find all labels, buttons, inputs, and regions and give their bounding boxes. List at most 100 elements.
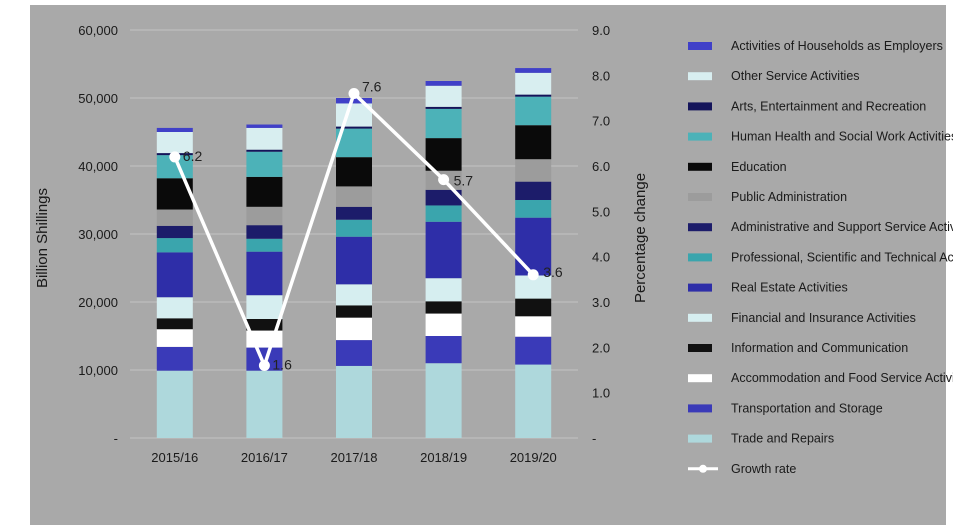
bar-segment xyxy=(156,132,193,154)
bar-segment xyxy=(336,126,372,129)
bar-segment xyxy=(156,155,193,179)
left-tick-label: 20,000 xyxy=(78,295,118,310)
legend-label: Administrative and Support Service Activ… xyxy=(731,220,953,234)
legend-swatch xyxy=(688,434,712,443)
legend-swatch xyxy=(688,162,712,171)
bar-segment xyxy=(425,189,462,206)
right-tick-label: - xyxy=(592,431,596,446)
right-tick-label: 9.0 xyxy=(592,23,610,38)
bar-segment xyxy=(156,209,193,226)
growth-rate-label: 3.6 xyxy=(543,264,563,280)
bar-segment xyxy=(156,127,193,132)
x-tick-label: 2017/18 xyxy=(331,450,378,465)
legend-label: Trade and Repairs xyxy=(731,432,834,446)
legend-swatch xyxy=(688,283,712,292)
growth-rate-line xyxy=(169,87,539,371)
x-tick-label: 2019/20 xyxy=(510,450,557,465)
bar-segment xyxy=(515,94,552,97)
bar-segment xyxy=(425,221,462,279)
bar-segment xyxy=(246,319,283,331)
bar-segment xyxy=(515,336,552,365)
growth-rate-point xyxy=(438,174,450,186)
growth-rate-label: 7.6 xyxy=(362,78,382,94)
legend-swatch xyxy=(688,344,712,352)
bar-segment xyxy=(515,125,552,160)
left-tick-label: 40,000 xyxy=(78,159,118,174)
bar-segment xyxy=(425,301,462,314)
legend-swatch xyxy=(688,374,712,383)
x-tick-label: 2015/16 xyxy=(151,450,198,465)
bar-segment xyxy=(336,98,372,104)
bar-segment xyxy=(246,176,283,207)
legend-swatch xyxy=(688,132,712,141)
bar-segment xyxy=(515,96,552,126)
stacked-bars xyxy=(156,68,552,438)
bar-segment xyxy=(156,370,193,438)
legend-label: Professional, Scientific and Technical A… xyxy=(731,250,953,264)
bar-segment xyxy=(425,313,462,336)
bar-segment xyxy=(156,225,193,239)
legend-swatch xyxy=(688,253,712,262)
growth-rate-labels: 6.2 1.6 7.6 5.7 3.6 xyxy=(183,78,563,372)
growth-rate-point xyxy=(527,269,539,281)
bar-segment xyxy=(425,106,462,109)
left-tick-label: 60,000 xyxy=(78,23,118,38)
legend-label: Information and Communication xyxy=(731,341,908,355)
bar-segment xyxy=(156,346,193,371)
growth-rate-point xyxy=(258,359,270,371)
left-tick-label: 50,000 xyxy=(78,91,118,106)
right-tick-label: 2.0 xyxy=(592,340,610,355)
bar-segment xyxy=(336,157,372,187)
legend-swatch xyxy=(688,42,712,50)
bar-segment xyxy=(336,206,372,220)
legend-marker xyxy=(699,464,707,473)
bar-segment xyxy=(246,127,283,150)
right-tick-label: 4.0 xyxy=(592,250,610,265)
bar-segment xyxy=(246,238,283,252)
bar-segment xyxy=(425,81,462,86)
bar-segment xyxy=(246,206,283,226)
right-axis-title: Percentage change xyxy=(632,173,649,303)
left-tick-label: 30,000 xyxy=(78,227,118,242)
bar-segment xyxy=(246,370,283,438)
bar-segment xyxy=(336,317,372,341)
growth-rate-point xyxy=(169,151,181,163)
bar-segment xyxy=(246,124,283,128)
bar-segment xyxy=(336,186,372,207)
bar-segment xyxy=(425,85,462,107)
bar-segment xyxy=(336,365,372,438)
x-tick-label: 2018/19 xyxy=(420,450,467,465)
bar-segment xyxy=(246,251,283,296)
bar-segment xyxy=(425,336,462,364)
right-tick-label: 6.0 xyxy=(592,159,610,174)
legend-swatch xyxy=(688,404,712,413)
legend-label: Real Estate Activities xyxy=(731,281,848,295)
legend-label: Activities of Households as Employers xyxy=(731,39,943,53)
bar-segment xyxy=(425,205,462,222)
bar-segment xyxy=(425,138,462,171)
legend-label: Public Administration xyxy=(731,190,847,204)
legend-label: Education xyxy=(731,160,787,174)
bar-segment xyxy=(515,68,552,73)
bar-segment xyxy=(425,108,462,139)
legend-label: Accommodation and Food Service Activitie… xyxy=(731,371,953,385)
bar-segment xyxy=(336,284,372,306)
x-axis-ticks: 2015/16 2016/17 2017/18 2018/19 2019/20 xyxy=(151,450,556,465)
legend-swatch xyxy=(688,223,712,232)
legend-label: Growth rate xyxy=(731,462,796,476)
growth-rate-point xyxy=(348,87,360,99)
legend-swatch xyxy=(688,193,712,201)
legend: Activities of Households as Employers Oth… xyxy=(688,39,953,476)
bar-segment xyxy=(156,329,193,347)
bar-segment xyxy=(425,278,462,302)
bar-segment xyxy=(515,298,552,317)
bar-segment xyxy=(425,363,462,438)
legend-swatch xyxy=(688,72,712,81)
bar-segment xyxy=(156,252,193,298)
bar-segment xyxy=(515,159,552,182)
right-tick-label: 7.0 xyxy=(592,114,610,129)
bar-segment xyxy=(515,200,552,218)
growth-rate-label: 6.2 xyxy=(183,148,203,164)
bar-segment xyxy=(336,305,372,318)
